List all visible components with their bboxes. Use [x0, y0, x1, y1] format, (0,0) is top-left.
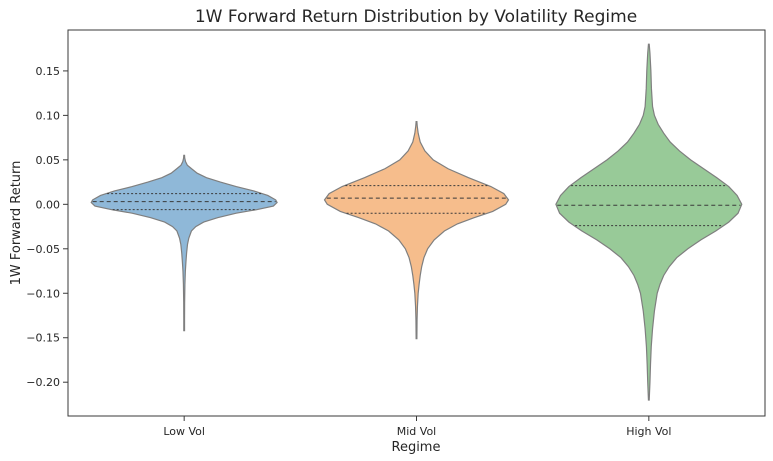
y-axis-label: 1W Forward Return: [9, 161, 24, 286]
violin-body: [323, 121, 510, 340]
y-tick-label: −0.15: [26, 332, 60, 345]
y-tick-label: 0.15: [36, 65, 61, 78]
x-tick-label: High Vol: [626, 425, 671, 438]
chart-title: 1W Forward Return Distribution by Volati…: [195, 7, 637, 27]
x-tick-label: Mid Vol: [397, 425, 436, 438]
y-tick-label: −0.10: [26, 287, 60, 300]
violin-body: [555, 43, 743, 401]
x-tick-label: Low Vol: [163, 425, 205, 438]
y-tick-label: −0.05: [26, 243, 60, 256]
violins-group: [90, 43, 743, 401]
y-tick-label: 0.05: [36, 154, 61, 167]
y-tick-label: 0.00: [36, 198, 61, 211]
violin-body: [90, 154, 278, 332]
x-axis-label: Regime: [392, 440, 441, 455]
x-axis: Low Vol Mid Vol High Vol: [163, 416, 671, 438]
y-tick-label: −0.20: [26, 376, 60, 389]
y-tick-label: 0.10: [36, 109, 61, 122]
y-axis: −0.20 −0.15 −0.10 −0.05 0.00 0.05 0.10 0.15: [26, 65, 68, 389]
